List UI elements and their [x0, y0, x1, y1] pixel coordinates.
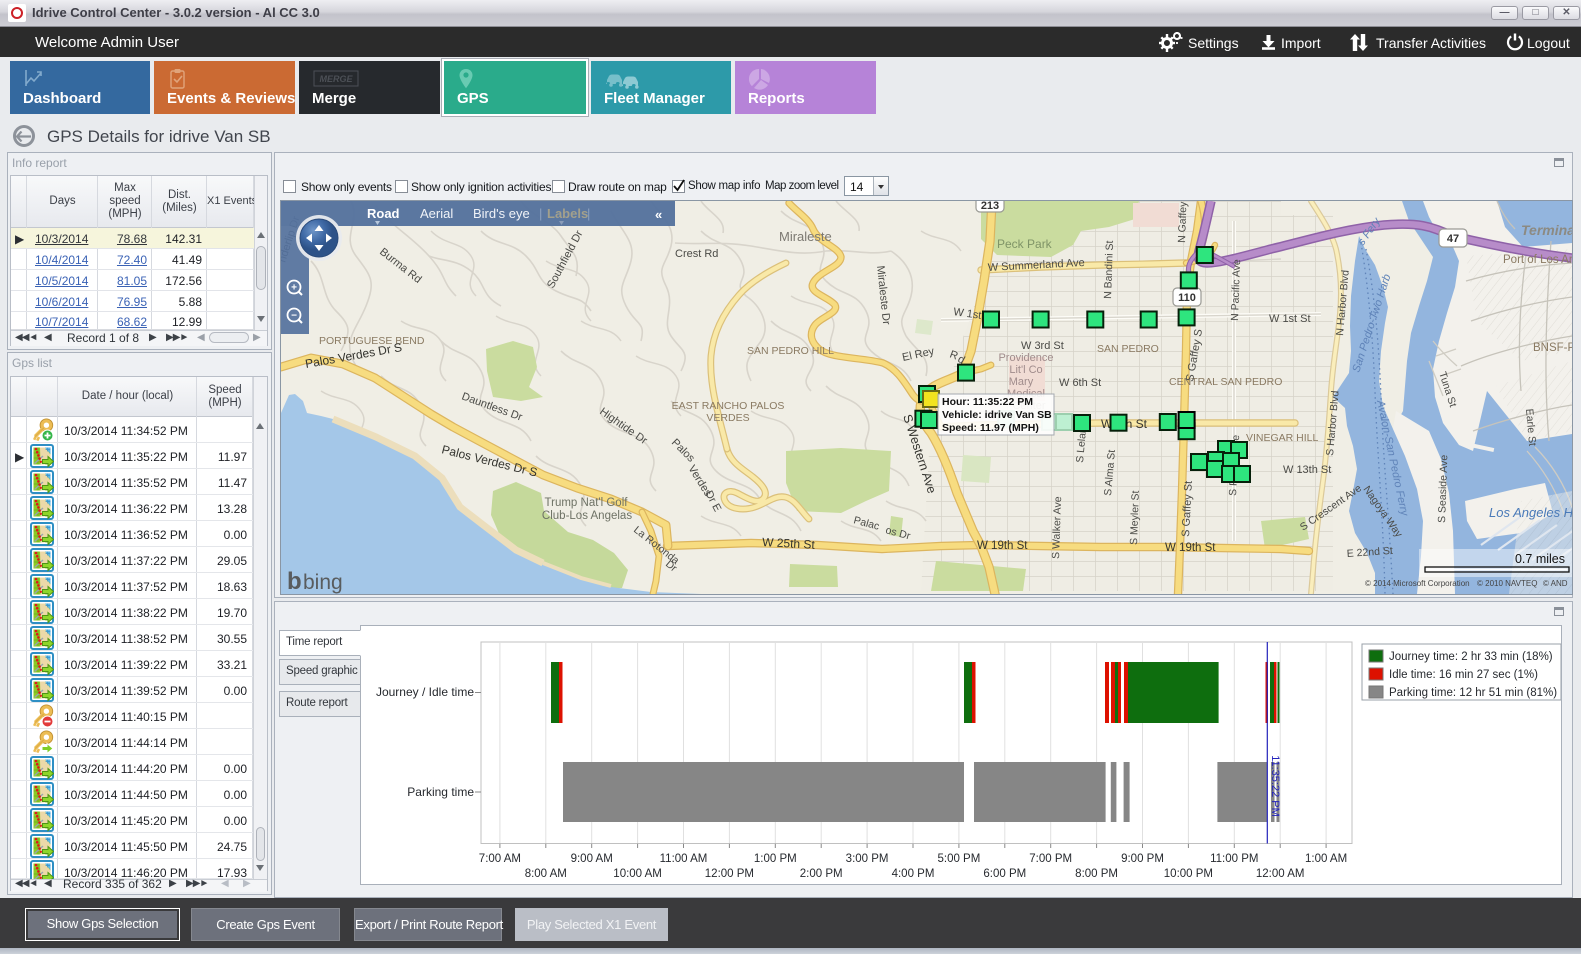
- svg-text:© 2010 NAVTEQ: © 2010 NAVTEQ: [1477, 579, 1537, 588]
- svg-text:12:00 PM: 12:00 PM: [705, 868, 754, 880]
- svg-text:Earle St: Earle St: [1523, 408, 1538, 446]
- svg-text:W 1st St: W 1st St: [1269, 313, 1311, 325]
- svg-text:SAN PEDRO HILL: SAN PEDRO HILL: [747, 345, 834, 357]
- svg-text:W 3rd St: W 3rd St: [1021, 340, 1064, 352]
- svg-text:N Gaffey Pl: N Gaffey Pl: [1176, 201, 1190, 243]
- svg-text:SAN PEDRO: SAN PEDRO: [1097, 343, 1159, 355]
- svg-text:bing: bing: [303, 571, 343, 594]
- svg-text:Aerial: Aerial: [420, 206, 453, 221]
- svg-text:4:00 PM: 4:00 PM: [892, 868, 935, 880]
- svg-text:Journey time: 2 hr 33 min (18%: Journey time: 2 hr 33 min (18%): [1389, 651, 1553, 663]
- svg-text:Vehicle: idrive Van SB: Vehicle: idrive Van SB: [942, 409, 1052, 421]
- svg-text:Mary: Mary: [1009, 376, 1034, 388]
- svg-text:N Bandini St: N Bandini St: [1102, 240, 1116, 299]
- svg-text:2:00 PM: 2:00 PM: [800, 868, 843, 880]
- svg-text:Crest Rd: Crest Rd: [675, 248, 718, 260]
- svg-text:S Alma St: S Alma St: [1102, 449, 1118, 496]
- svg-text:Port of Los Angel: Port of Los Angel: [1503, 254, 1572, 266]
- svg-text:0.7 miles: 0.7 miles: [1515, 552, 1565, 566]
- svg-text:Trump Nat'l Golf: Trump Nat'l Golf: [545, 497, 629, 509]
- svg-text:213: 213: [981, 201, 999, 212]
- svg-text:BNSF-Port: BNSF-Port: [1533, 342, 1572, 354]
- svg-text:8:00 AM: 8:00 AM: [525, 868, 567, 880]
- svg-text:S Meyler St: S Meyler St: [1128, 490, 1142, 545]
- svg-text:b: b: [287, 568, 302, 594]
- svg-text:W 25th St: W 25th St: [762, 535, 816, 552]
- svg-text:N Harbor Blvd: N Harbor Blvd: [1334, 269, 1352, 336]
- svg-text:Terminal Is: Terminal Is: [1521, 222, 1572, 238]
- svg-text:W 19th St: W 19th St: [1165, 542, 1216, 554]
- svg-text:10:00 AM: 10:00 AM: [613, 868, 662, 880]
- svg-text:VINEGAR HILL: VINEGAR HILL: [1246, 432, 1319, 444]
- svg-text:W Summerland Ave: W Summerland Ave: [988, 257, 1086, 274]
- svg-text:110: 110: [1178, 292, 1196, 304]
- svg-text:7:00 AM: 7:00 AM: [479, 853, 521, 865]
- svg-text:Parking time: 12 hr 51 min (81: Parking time: 12 hr 51 min (81%): [1389, 687, 1557, 699]
- svg-text:1:00 PM: 1:00 PM: [754, 853, 797, 865]
- svg-text:9:00 PM: 9:00 PM: [1121, 853, 1164, 865]
- svg-text:EAST RANCHO PALOS: EAST RANCHO PALOS: [672, 400, 785, 412]
- svg-text:|: |: [587, 206, 590, 221]
- svg-text:Los Angeles Harb: Los Angeles Harb: [1489, 505, 1572, 520]
- svg-text:3:00 PM: 3:00 PM: [846, 853, 889, 865]
- svg-text:© 2014 Microsoft Corporation: © 2014 Microsoft Corporation: [1365, 579, 1470, 588]
- svg-text:CENTRAL SAN PEDRO: CENTRAL SAN PEDRO: [1169, 376, 1282, 388]
- svg-text:Labels: Labels: [547, 206, 588, 221]
- svg-text:10:00 PM: 10:00 PM: [1164, 868, 1213, 880]
- svg-text:PORTUGUESE BEND: PORTUGUESE BEND: [319, 335, 425, 347]
- svg-text:8:00 PM: 8:00 PM: [1075, 868, 1118, 880]
- svg-text:S Seaside Ave: S Seaside Ave: [1436, 454, 1450, 523]
- svg-text:Peck Park: Peck Park: [997, 237, 1053, 251]
- svg-text:d: d: [956, 353, 967, 366]
- svg-text:Miraleste: Miraleste: [779, 229, 832, 244]
- svg-text:Club-Los Angelas: Club-Los Angelas: [542, 510, 632, 522]
- svg-text:© AND: © AND: [1543, 579, 1568, 588]
- svg-text:1:00 AM: 1:00 AM: [1305, 853, 1347, 865]
- svg-text:N Pacific Ave: N Pacific Ave: [1229, 259, 1243, 321]
- svg-text:«: «: [655, 207, 662, 222]
- svg-text:Road: Road: [367, 206, 400, 221]
- svg-text:11:00 PM: 11:00 PM: [1210, 853, 1258, 865]
- svg-text:|: |: [539, 206, 542, 221]
- svg-text:Parking time: Parking time: [407, 785, 474, 799]
- svg-text:S Gaffey St: S Gaffey St: [1180, 481, 1195, 538]
- svg-text:5:00 PM: 5:00 PM: [937, 853, 980, 865]
- svg-text:W 19th St: W 19th St: [977, 540, 1028, 552]
- svg-text:VERDES: VERDES: [706, 412, 749, 424]
- svg-text:Bird's eye: Bird's eye: [473, 206, 530, 221]
- svg-text:S Harbor Blvd: S Harbor Blvd: [1324, 390, 1342, 456]
- svg-text:−: −: [291, 311, 297, 322]
- svg-text:Lit'l Co: Lit'l Co: [1009, 364, 1042, 376]
- svg-text:7:00 PM: 7:00 PM: [1029, 853, 1072, 865]
- svg-text:11:00 AM: 11:00 AM: [660, 853, 708, 865]
- svg-text:Journey / Idle time: Journey / Idle time: [376, 685, 474, 699]
- svg-text:6:00 PM: 6:00 PM: [983, 868, 1026, 880]
- svg-text:11:35:22 PM: 11:35:22 PM: [1269, 755, 1281, 817]
- svg-text:W 13th St: W 13th St: [1283, 464, 1331, 476]
- svg-text:Hour: 11:35:22 PM: Hour: 11:35:22 PM: [942, 396, 1033, 408]
- svg-text:W 6th St: W 6th St: [1059, 377, 1101, 389]
- svg-text:Idle time: 16 min 27 sec (1%): Idle time: 16 min 27 sec (1%): [1389, 669, 1538, 681]
- svg-text:E 22nd St: E 22nd St: [1346, 545, 1393, 560]
- svg-text:9:00 AM: 9:00 AM: [571, 853, 613, 865]
- svg-text:Speed: 11.97 (MPH): Speed: 11.97 (MPH): [942, 422, 1039, 434]
- svg-text:S Walker Ave: S Walker Ave: [1050, 496, 1064, 559]
- svg-text:Providence: Providence: [998, 352, 1053, 364]
- svg-text:MERGE: MERGE: [319, 74, 353, 84]
- svg-text:R: R: [948, 349, 960, 363]
- svg-text:+: +: [291, 283, 297, 294]
- svg-text:47: 47: [1447, 233, 1459, 245]
- svg-text:12:00 AM: 12:00 AM: [1256, 868, 1305, 880]
